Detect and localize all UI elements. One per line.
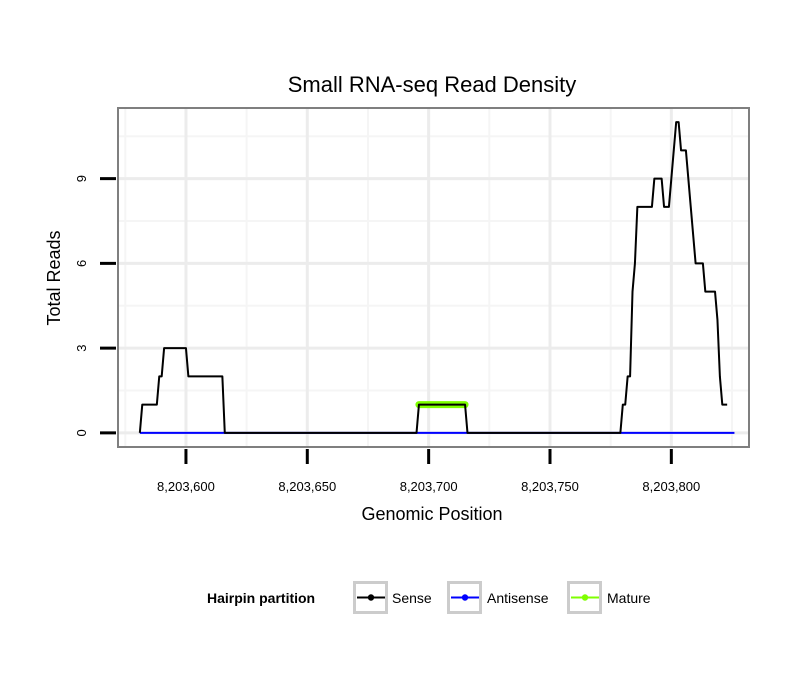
- grid-lines: [119, 109, 748, 446]
- x-tick-label: 8,203,800: [642, 479, 700, 494]
- legend-label-mature: Mature: [607, 590, 651, 606]
- legend-key-point: [581, 594, 589, 601]
- y-tick-label: 0: [74, 429, 89, 436]
- legend-key-point: [461, 594, 469, 601]
- y-axis-title: Total Reads: [44, 230, 64, 325]
- plot-panel: [117, 107, 750, 448]
- x-tick-label: 8,203,700: [400, 479, 458, 494]
- y-tick-label: 9: [74, 175, 89, 182]
- x-axis-title: Genomic Position: [361, 504, 502, 524]
- legend: Hairpin partition Sense Antisense Mature: [207, 581, 651, 614]
- y-tick-label: 6: [74, 260, 89, 267]
- y-axis: 0 3 6 9: [74, 175, 116, 436]
- x-axis: 8,203,600 8,203,650 8,203,700 8,203,750 8,20…: [157, 449, 700, 494]
- x-tick-label: 8,203,750: [521, 479, 579, 494]
- chart-title: Small RNA-seq Read Density: [288, 72, 577, 97]
- legend-key-point: [367, 594, 375, 601]
- x-tick-label: 8,203,650: [278, 479, 336, 494]
- x-tick-label: 8,203,600: [157, 479, 215, 494]
- legend-label-antisense: Antisense: [487, 590, 549, 606]
- series-line-sense: [138, 121, 728, 434]
- legend-title: Hairpin partition: [207, 590, 315, 606]
- y-tick-label: 3: [74, 345, 89, 352]
- series-layer: [138, 121, 735, 434]
- legend-label-sense: Sense: [392, 590, 432, 606]
